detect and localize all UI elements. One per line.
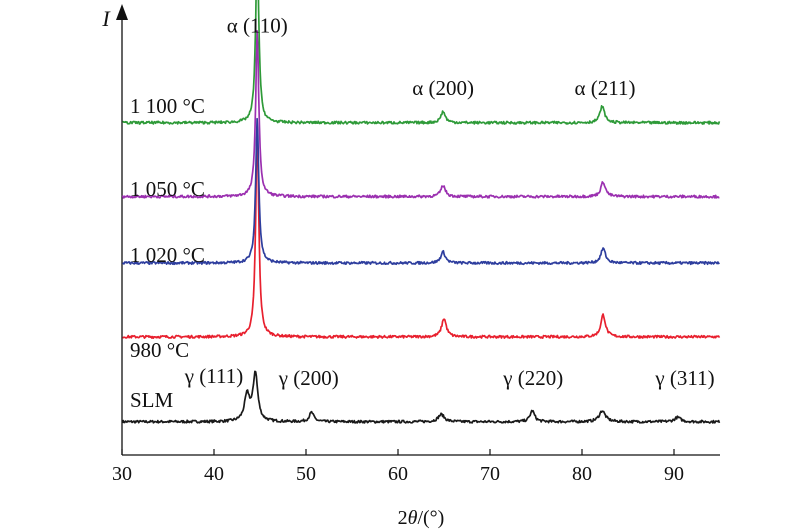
peak-annotations: α (110) α (200) α (211) γ (111) γ (200) γ (22… (184, 13, 715, 390)
series-line (121, 370, 721, 424)
series-labels: SLM 980 °C 1 020 °C 1 050 °C 1 100 °C (130, 94, 205, 412)
peak-annotation: γ (111) (184, 364, 243, 388)
peak-annotation: α (211) (575, 76, 636, 100)
series-line (122, 0, 721, 125)
series-line (121, 30, 720, 199)
series-group (121, 0, 721, 424)
series-line (122, 129, 721, 339)
x-tick-label: 60 (388, 463, 408, 485)
series-line (121, 117, 721, 266)
series-label: 1 050 °C (130, 177, 205, 201)
series-label: 980 °C (130, 338, 189, 362)
y-axis-arrow-icon (116, 4, 128, 20)
peak-annotation: γ (311) (654, 366, 714, 390)
x-tick-label: 70 (480, 463, 500, 485)
series-label: 1 020 °C (130, 243, 205, 267)
x-tick-label: 50 (296, 463, 316, 485)
x-tick-label: 80 (572, 463, 592, 485)
series-label: 1 100 °C (130, 94, 205, 118)
axes (116, 4, 720, 456)
peak-annotation: α (200) (412, 76, 474, 100)
series-label: SLM (130, 388, 174, 412)
x-tick-label: 40 (204, 463, 224, 485)
peak-annotation: γ (200) (278, 366, 339, 390)
peak-annotation: γ (220) (502, 366, 563, 390)
x-ticks: 30 40 50 60 70 80 90 (112, 449, 684, 485)
x-axis-label: 2θ/(°) (398, 507, 445, 529)
x-tick-label: 30 (112, 463, 132, 485)
x-tick-label: 90 (664, 463, 684, 485)
y-axis-label: I (101, 6, 111, 31)
peak-annotation: α (110) (227, 13, 288, 37)
